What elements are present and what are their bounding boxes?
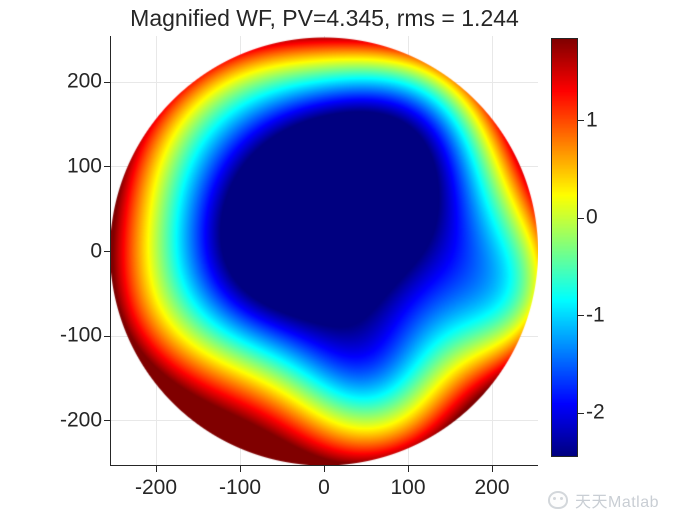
x-tick-label: 0 — [318, 476, 330, 499]
x-axis-line — [110, 465, 538, 466]
wavefront-heatmap — [111, 36, 538, 465]
colorbar-tick-label: -2 — [586, 400, 605, 424]
y-axis-line — [110, 36, 111, 466]
colorbar-tick — [578, 315, 584, 317]
y-tick-label: 200 — [66, 69, 102, 93]
x-tick — [491, 466, 493, 472]
colorbar-tick-label: 0 — [586, 205, 598, 229]
colorbar-tick — [578, 120, 584, 122]
watermark-logo-icon — [548, 491, 568, 509]
x-tick-label: 200 — [474, 476, 510, 499]
x-tick — [407, 466, 409, 472]
plot-title: Magnified WF, PV=4.345, rms = 1.244 — [130, 5, 519, 31]
y-tick-label: -200 — [59, 408, 102, 432]
x-tick-label: -100 — [218, 476, 262, 499]
colorbar: 1 0 -1 -2 — [551, 38, 605, 457]
watermark-text: 天天Matlab — [575, 494, 660, 511]
colorbar-tick — [578, 217, 584, 219]
watermark: 天天Matlab — [548, 488, 659, 512]
y-tick — [104, 420, 110, 422]
y-tick — [104, 251, 110, 252]
colorbar-tick-label: -1 — [586, 303, 605, 327]
y-tick — [104, 166, 110, 168]
x-tick-label: -200 — [134, 476, 178, 499]
x-tick — [239, 466, 241, 472]
colorbar-tick-label: 1 — [586, 108, 598, 132]
colorbar-gradient — [551, 38, 578, 457]
colorbar-tick — [578, 412, 584, 414]
y-tick — [104, 335, 110, 337]
x-tick-label: 100 — [390, 476, 426, 499]
x-tick — [155, 466, 157, 472]
colorbar-frame — [551, 38, 578, 457]
y-tick — [104, 81, 110, 83]
x-tick — [323, 466, 325, 472]
y-tick-label: -100 — [59, 323, 102, 347]
y-tick-label: 0 — [90, 239, 102, 263]
plot-area: -200 -100 0 100 200 200 100 0 -100 -200 — [60, 36, 538, 499]
y-tick-label: 100 — [66, 154, 102, 178]
